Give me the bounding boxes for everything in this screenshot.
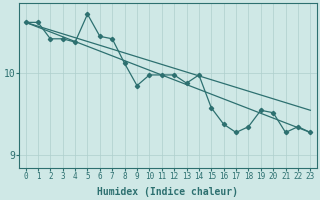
X-axis label: Humidex (Indice chaleur): Humidex (Indice chaleur) <box>98 186 238 197</box>
